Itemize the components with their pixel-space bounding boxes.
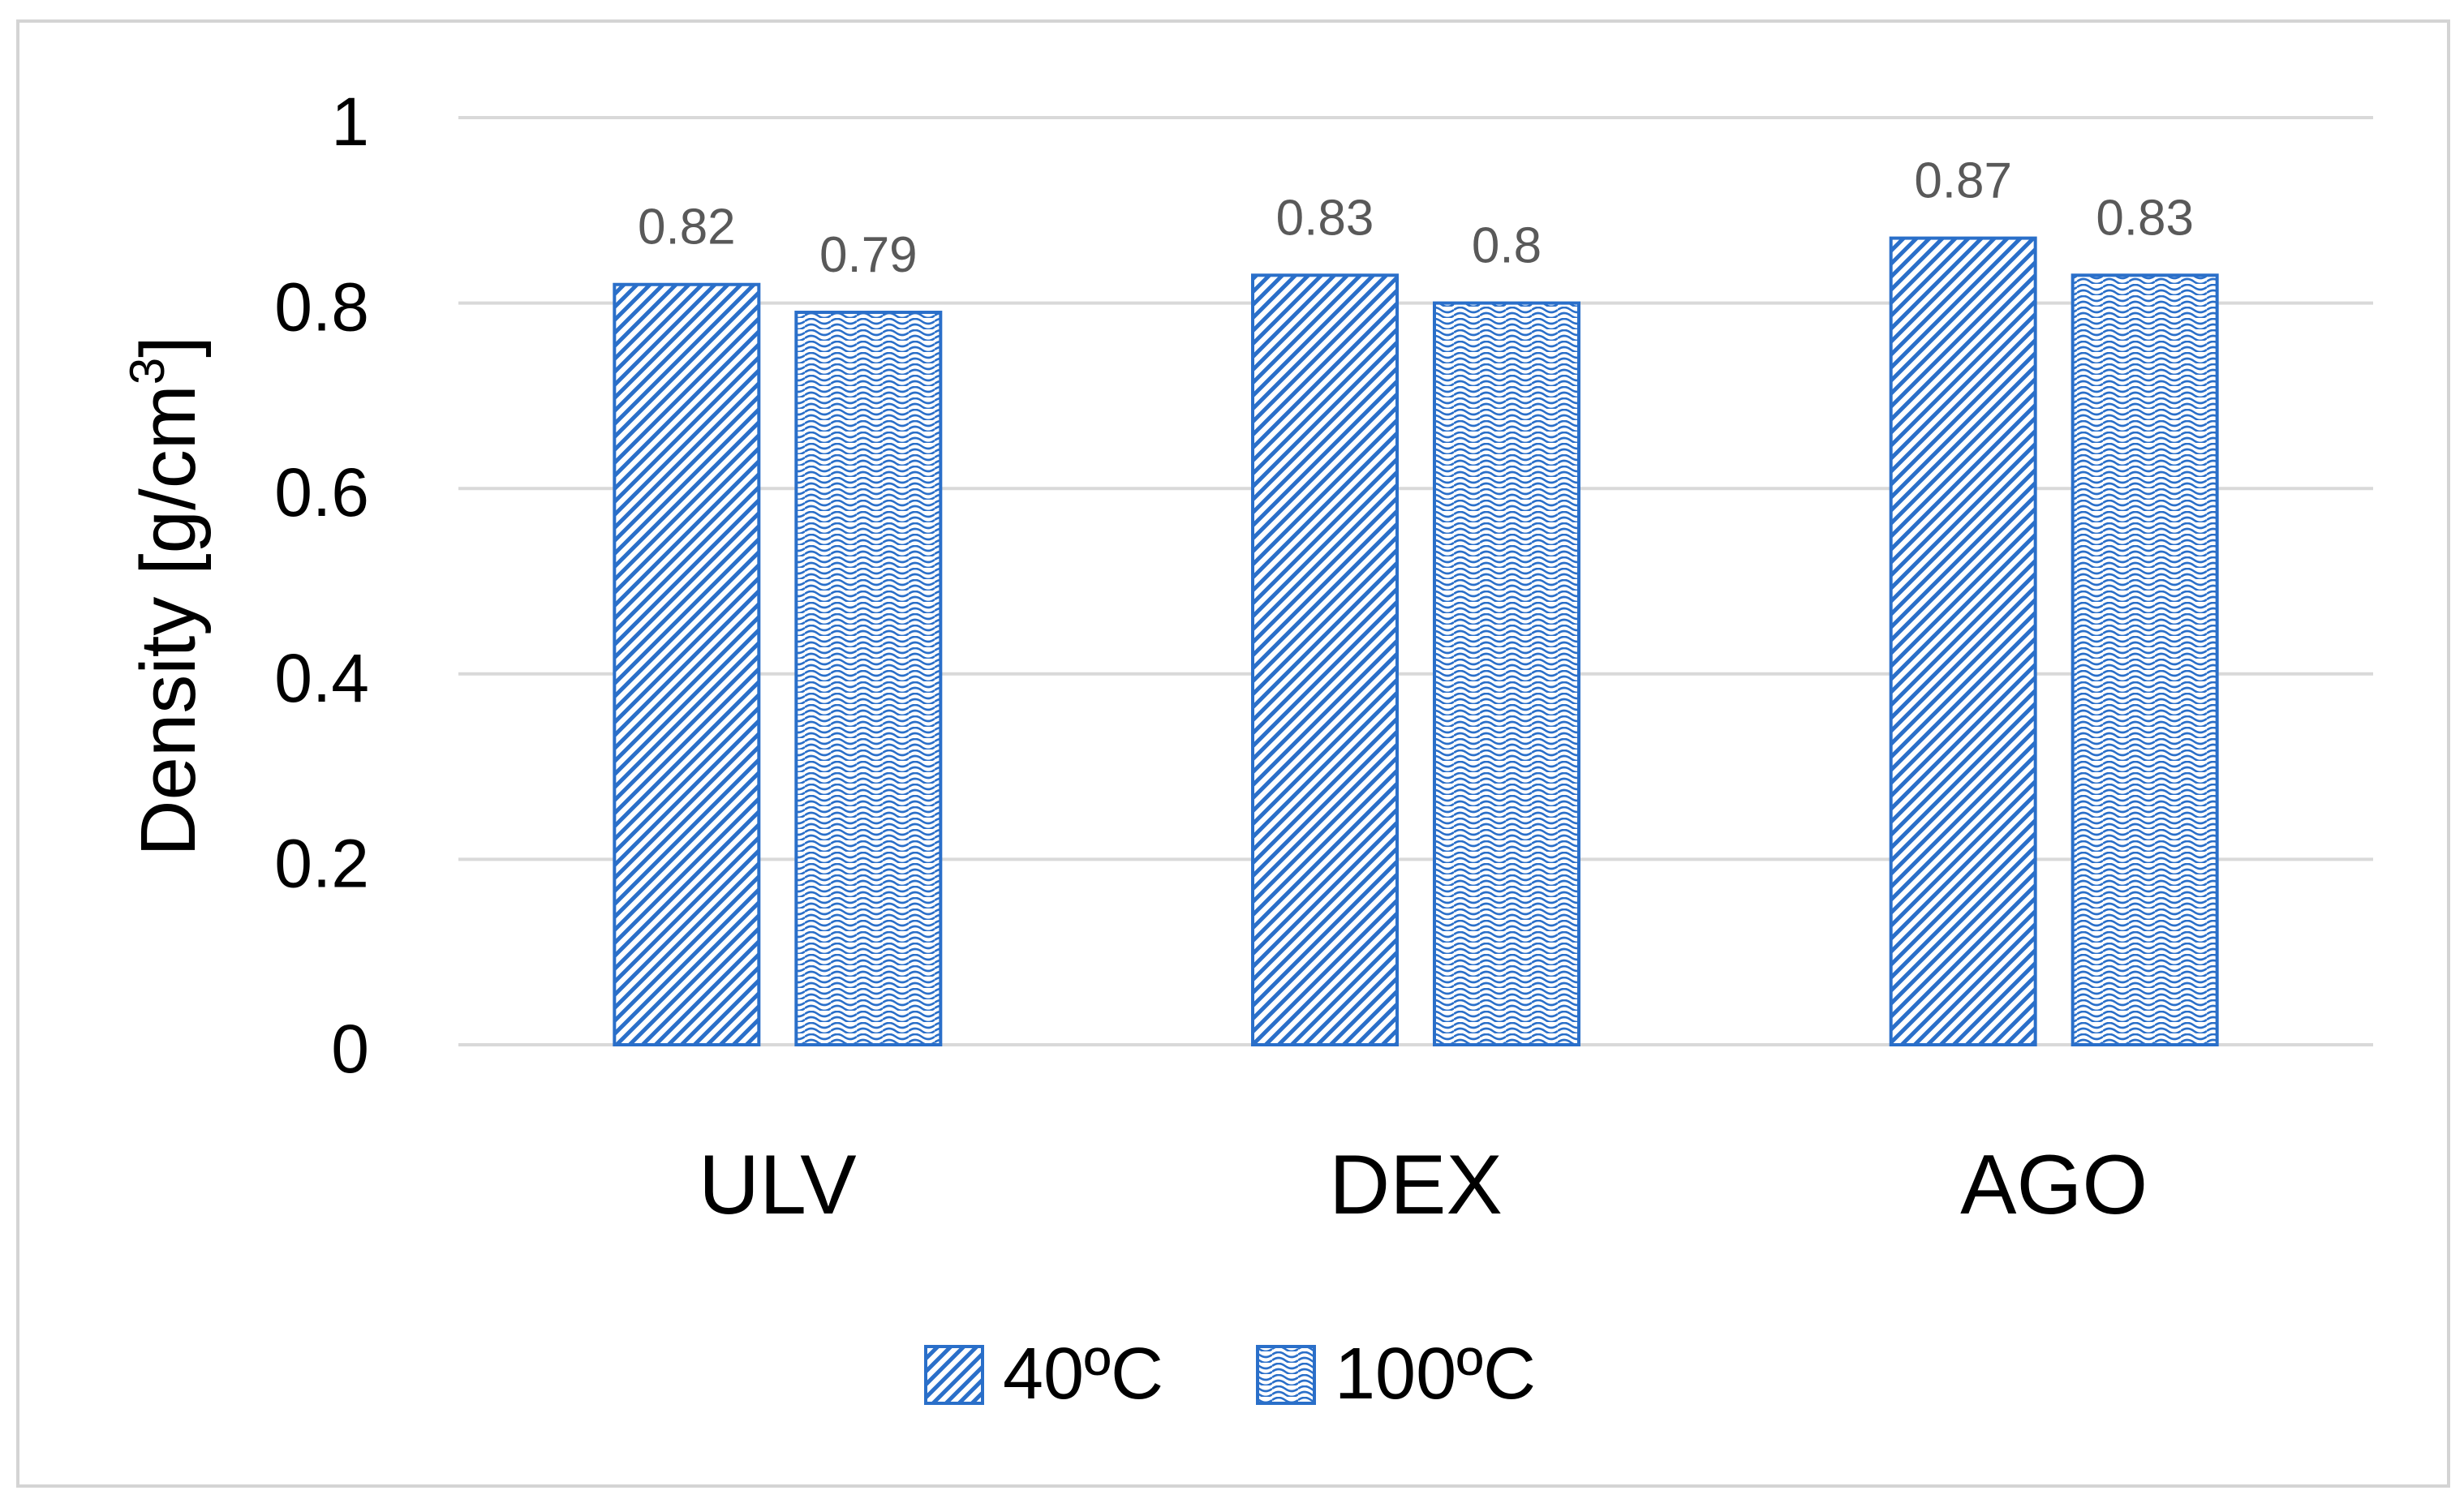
legend-label: 40ºC bbox=[1003, 1334, 1163, 1415]
data-label: 0.83 bbox=[2096, 190, 2194, 246]
legend-swatch bbox=[1256, 1345, 1316, 1405]
bar-dex-series-2 bbox=[1433, 301, 1580, 1047]
bar-ago-series-2 bbox=[2071, 273, 2219, 1046]
data-label: 0.8 bbox=[1472, 218, 1542, 274]
legend: 40ºC 100ºC bbox=[924, 1334, 1536, 1415]
x-tick-label: ULV bbox=[699, 1138, 857, 1232]
y-tick-label: 0 bbox=[331, 1011, 369, 1087]
y-tick-label: 0.6 bbox=[274, 454, 369, 530]
x-tick-label: DEX bbox=[1329, 1138, 1503, 1232]
y-tick-label: 0.8 bbox=[274, 269, 369, 346]
bars bbox=[613, 236, 2219, 1047]
legend-label: 100ºC bbox=[1335, 1334, 1536, 1415]
bar-ago-series-1 bbox=[1889, 236, 2037, 1046]
chart-border bbox=[16, 19, 2450, 1488]
bar-ulv-series-1 bbox=[613, 282, 761, 1046]
data-label: 0.79 bbox=[819, 227, 918, 283]
y-tick-label: 1 bbox=[331, 84, 369, 160]
y-tick-label: 0.2 bbox=[274, 825, 369, 901]
data-label: 0.82 bbox=[638, 200, 736, 256]
y-tick-label: 0.4 bbox=[274, 640, 369, 716]
bar-ulv-series-2 bbox=[794, 311, 943, 1046]
y-axis-ticks: 0 0.2 0.4 0.6 0.8 1 bbox=[274, 84, 369, 1087]
gridlines bbox=[458, 116, 2373, 1046]
data-label: 0.83 bbox=[1276, 190, 1374, 246]
y-axis-title: Density [g/cm3] bbox=[120, 336, 212, 857]
x-axis-ticks: ULV DEX AGO bbox=[699, 1138, 2148, 1232]
x-tick-label: AGO bbox=[1960, 1138, 2148, 1232]
bar-dex-series-1 bbox=[1251, 273, 1399, 1046]
data-labels: 0.82 0.79 0.83 0.8 0.87 0.83 bbox=[638, 153, 2194, 283]
legend-swatch bbox=[924, 1345, 984, 1405]
data-label: 0.87 bbox=[1914, 153, 2012, 209]
